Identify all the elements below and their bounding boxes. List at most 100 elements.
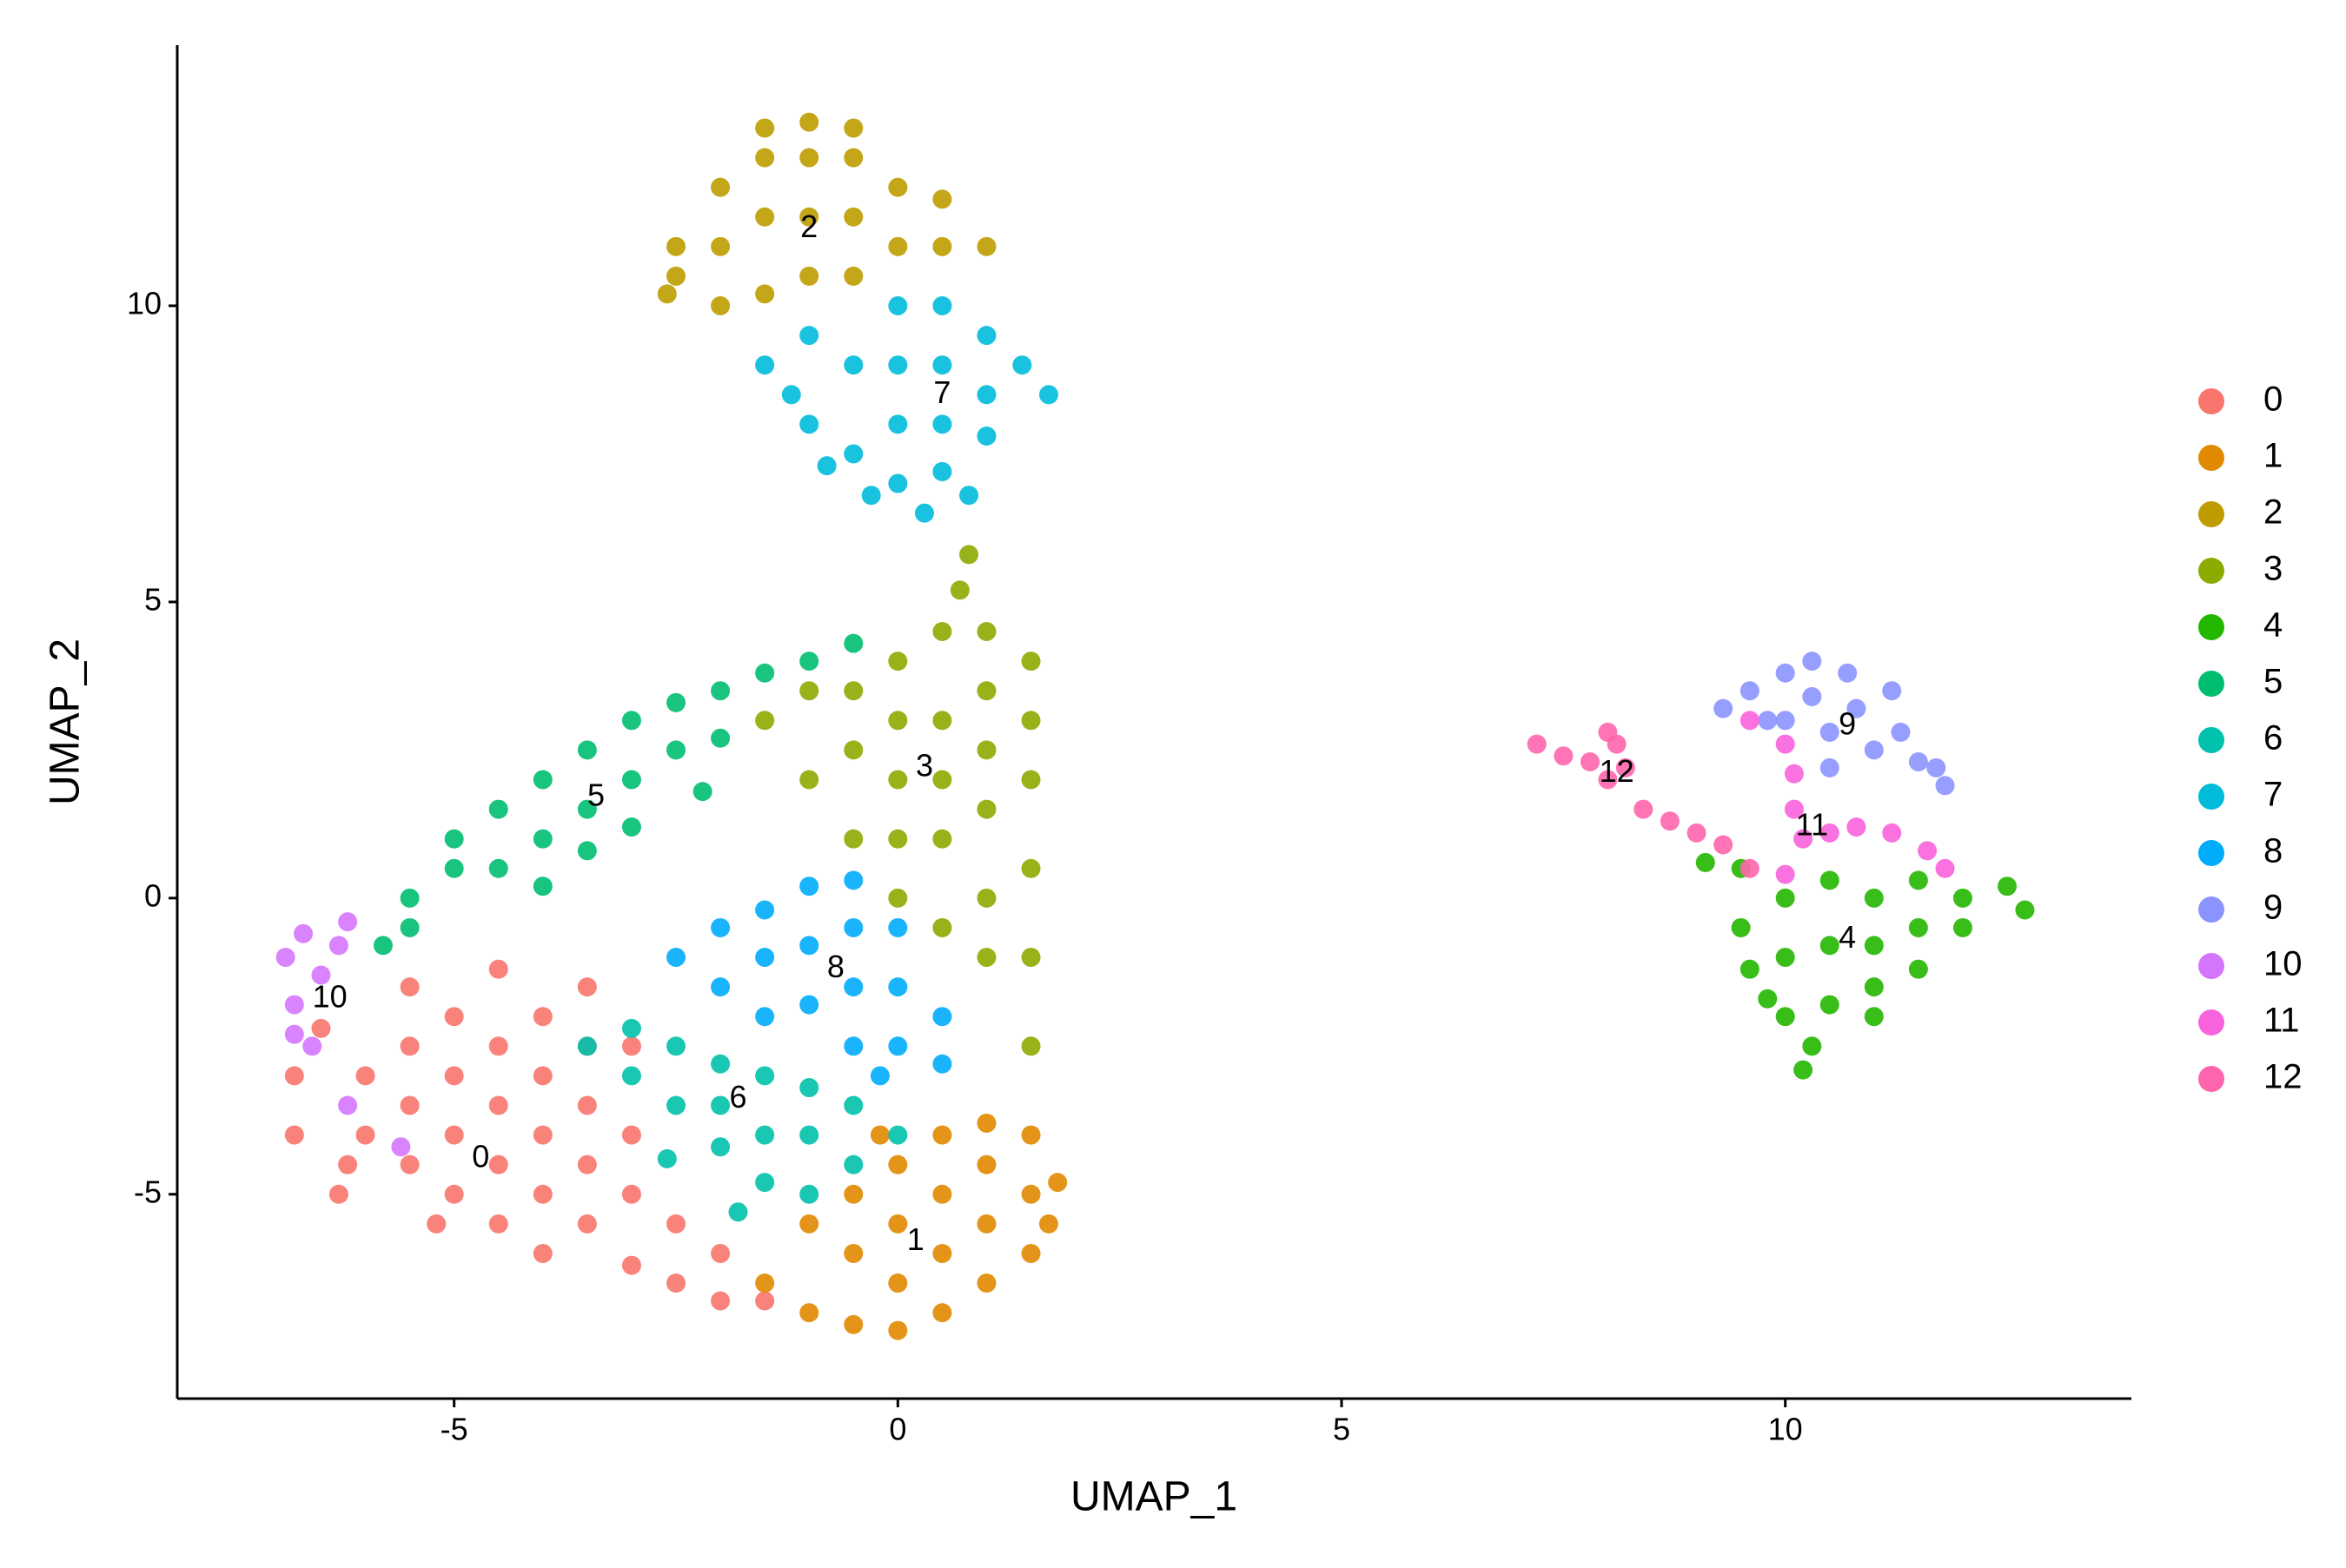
point — [577, 1036, 597, 1056]
point — [817, 456, 837, 476]
point — [444, 829, 464, 849]
point — [1926, 758, 1946, 777]
point — [400, 917, 420, 937]
legend-label: 9 — [2263, 889, 2283, 927]
point — [355, 1066, 375, 1086]
point — [1660, 811, 1680, 831]
points — [275, 112, 2035, 1340]
point — [338, 1154, 358, 1174]
point — [844, 633, 864, 653]
point — [666, 1274, 686, 1293]
point — [1021, 1125, 1041, 1145]
point — [666, 692, 686, 712]
point — [799, 770, 819, 790]
point — [755, 1173, 775, 1193]
point — [799, 266, 819, 286]
point — [311, 965, 331, 985]
point — [1819, 722, 1839, 742]
point — [1882, 681, 1902, 701]
point — [621, 817, 641, 837]
legend-swatch — [2198, 1009, 2224, 1035]
point — [1731, 917, 1751, 937]
point — [1021, 711, 1041, 731]
legend-label: 0 — [2263, 380, 2283, 419]
point — [870, 1125, 890, 1145]
point — [621, 1066, 641, 1086]
point — [755, 1066, 775, 1086]
point — [799, 1184, 819, 1204]
point — [1802, 687, 1822, 707]
point — [400, 888, 420, 908]
point — [959, 545, 979, 565]
point — [621, 1184, 641, 1204]
x-axis-title: UMAP_1 — [1070, 1474, 1237, 1520]
x-tick-label: 5 — [1333, 1412, 1350, 1447]
legend-label: 1 — [2263, 437, 2283, 475]
point — [711, 177, 731, 197]
point — [799, 1214, 819, 1234]
point — [844, 977, 864, 997]
cluster-label: 6 — [729, 1079, 746, 1115]
legend-label: 6 — [2263, 719, 2283, 758]
point — [621, 1255, 641, 1275]
point — [1775, 711, 1795, 731]
point — [311, 1018, 331, 1038]
point — [577, 1214, 597, 1234]
point — [1554, 746, 1574, 766]
point — [1775, 734, 1795, 754]
point — [977, 427, 997, 447]
point — [1819, 758, 1839, 777]
point — [1021, 770, 1041, 790]
point — [711, 296, 731, 316]
point — [932, 829, 952, 849]
point — [799, 326, 819, 346]
point — [666, 948, 686, 968]
point — [533, 1184, 553, 1204]
cluster-label: 11 — [1796, 807, 1828, 843]
point — [755, 900, 775, 920]
point — [888, 177, 908, 197]
point — [844, 207, 864, 227]
cluster-label: 4 — [1839, 919, 1856, 955]
point — [870, 1066, 890, 1086]
point — [711, 1137, 731, 1157]
point — [1758, 989, 1778, 1009]
point — [1864, 888, 1884, 908]
point — [693, 782, 712, 802]
legend-swatch — [2198, 614, 2224, 640]
point — [977, 236, 997, 256]
point — [711, 1054, 731, 1074]
point — [1713, 698, 1733, 718]
point — [1819, 870, 1839, 890]
legend-swatch — [2198, 1066, 2224, 1092]
point — [1038, 1214, 1058, 1234]
point — [755, 207, 775, 227]
legend-swatch — [2198, 953, 2224, 979]
legend-label: 8 — [2263, 832, 2283, 870]
point — [888, 473, 908, 493]
point — [1607, 734, 1627, 754]
cluster-label: 9 — [1839, 706, 1856, 742]
point — [888, 917, 908, 937]
y-tick-label: 5 — [144, 581, 162, 617]
point — [1775, 888, 1795, 908]
point — [799, 936, 819, 956]
legend-label: 7 — [2263, 776, 2283, 814]
point — [1740, 681, 1760, 701]
point — [1038, 385, 1058, 405]
point — [977, 681, 997, 701]
point — [444, 1066, 464, 1086]
point — [1615, 758, 1635, 777]
point — [1952, 888, 1972, 908]
point — [1048, 1173, 1068, 1193]
point — [1908, 917, 1928, 937]
point — [666, 740, 686, 760]
point — [888, 1320, 908, 1340]
point — [1891, 722, 1911, 742]
point — [932, 236, 952, 256]
point — [799, 652, 819, 672]
point — [711, 236, 731, 256]
point — [977, 385, 997, 405]
point — [1021, 652, 1041, 672]
